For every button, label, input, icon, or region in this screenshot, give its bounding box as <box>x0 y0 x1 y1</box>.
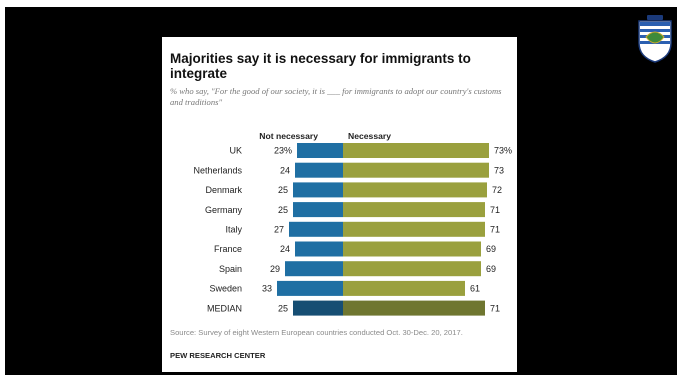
legend-not-necessary: Not necessary <box>259 131 318 141</box>
value-label-not-necessary: 25 <box>278 303 288 313</box>
category-label: France <box>214 244 242 254</box>
category-label: UK <box>229 146 242 156</box>
value-label-necessary: 69 <box>486 244 496 254</box>
value-label-not-necessary: 25 <box>278 185 288 195</box>
category-label: Sweden <box>209 284 242 294</box>
value-label-necessary: 73 <box>494 165 504 175</box>
bar-not-necessary <box>293 202 343 217</box>
value-label-necessary: 61 <box>470 284 480 294</box>
bar-not-necessary <box>293 182 343 197</box>
value-label-not-necessary: 29 <box>270 264 280 274</box>
value-label-not-necessary: 24 <box>280 165 290 175</box>
category-label: Germany <box>205 205 243 215</box>
value-label-not-necessary: 23% <box>274 146 292 156</box>
category-label: Denmark <box>205 185 242 195</box>
bar-necessary <box>343 281 465 296</box>
category-label: MEDIAN <box>207 303 242 313</box>
value-label-necessary: 69 <box>486 264 496 274</box>
category-label: Netherlands <box>193 165 242 175</box>
bar-necessary <box>343 163 489 178</box>
value-label-necessary: 72 <box>492 185 502 195</box>
category-label: Italy <box>225 225 242 235</box>
value-label-not-necessary: 24 <box>280 244 290 254</box>
value-label-not-necessary: 27 <box>274 225 284 235</box>
bar-not-necessary <box>297 143 343 158</box>
chart-card: Majorities say it is necessary for immig… <box>162 37 517 372</box>
bar-necessary <box>343 222 485 237</box>
value-label-necessary: 71 <box>490 205 500 215</box>
source-note: Source: Survey of eight Western European… <box>170 328 510 338</box>
video-frame: Majorities say it is necessary for immig… <box>5 7 677 375</box>
bar-not-necessary <box>285 261 343 276</box>
value-label-necessary: 73% <box>494 146 512 156</box>
bar-necessary <box>343 143 489 158</box>
bar-necessary <box>343 202 485 217</box>
bar-not-necessary <box>277 281 343 296</box>
bar-necessary <box>343 242 481 257</box>
organization-label: PEW RESEARCH CENTER <box>170 351 265 360</box>
crest-icon <box>635 13 675 63</box>
bar-necessary <box>343 182 487 197</box>
category-label: Spain <box>219 264 242 274</box>
bar-necessary <box>343 261 481 276</box>
bar-not-necessary <box>293 301 343 316</box>
value-label-not-necessary: 25 <box>278 205 288 215</box>
bar-necessary <box>343 301 485 316</box>
bar-chart: Not necessary Necessary UK 23% 73% Netherland… <box>162 37 517 327</box>
value-label-necessary: 71 <box>490 225 500 235</box>
value-label-not-necessary: 33 <box>262 284 272 294</box>
legend-necessary: Necessary <box>348 131 391 141</box>
bar-not-necessary <box>289 222 343 237</box>
value-label-necessary: 71 <box>490 303 500 313</box>
bar-not-necessary <box>295 163 343 178</box>
bar-not-necessary <box>295 242 343 257</box>
